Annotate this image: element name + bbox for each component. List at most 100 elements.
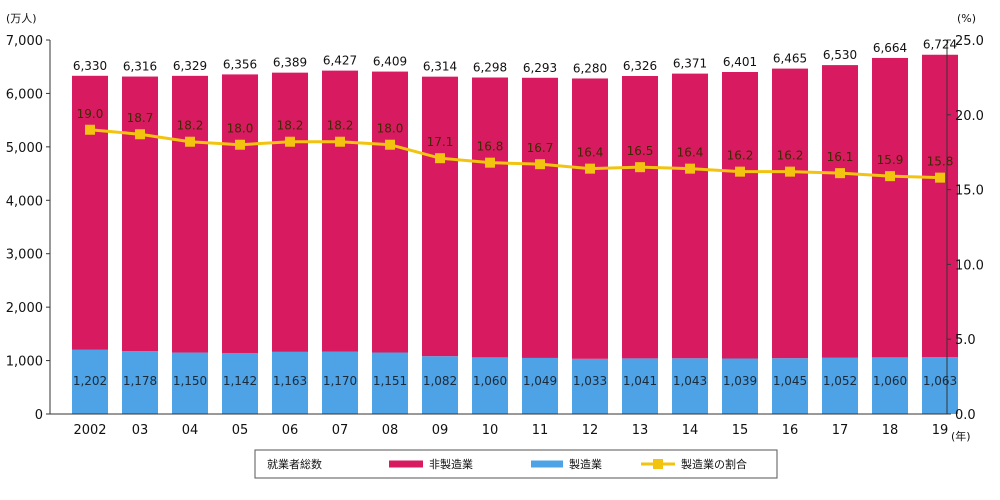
bar-non-manufacturing (222, 74, 258, 353)
ratio-point-marker (735, 166, 745, 177)
right-axis-tick-label: 0.0 (955, 408, 976, 423)
total-value-label: 6,389 (273, 56, 307, 70)
total-value-label: 6,326 (623, 59, 657, 73)
left-axis-tick-label: 0 (35, 408, 43, 423)
manufacturing-value-label: 1,039 (723, 374, 757, 388)
x-axis-tick-label: 16 (782, 423, 799, 438)
manufacturing-value-label: 1,170 (323, 374, 357, 388)
right-axis-tick-label: 10.0 (955, 258, 984, 273)
manufacturing-value-label: 1,041 (623, 374, 657, 388)
manufacturing-value-label: 1,151 (373, 374, 407, 388)
bar-non-manufacturing (572, 78, 608, 359)
x-axis-tick-label: 14 (682, 423, 699, 438)
bar-non-manufacturing (622, 76, 658, 359)
ratio-point-marker (685, 163, 695, 174)
bar-non-manufacturing (722, 72, 758, 359)
ratio-value-label: 16.1 (827, 150, 854, 164)
x-axis-tick-label: 04 (182, 423, 199, 438)
total-value-label: 6,314 (423, 60, 457, 74)
total-value-label: 6,316 (123, 60, 157, 74)
x-axis-tick-label: 12 (582, 423, 599, 438)
total-value-label: 6,465 (773, 52, 807, 66)
left-axis-tick-label: 6,000 (6, 87, 43, 102)
manufacturing-value-label: 1,045 (773, 374, 807, 388)
total-value-label: 6,356 (223, 57, 257, 71)
bar-manufacturing (272, 351, 308, 414)
ratio-point-marker (435, 153, 445, 164)
bar-manufacturing (622, 358, 658, 414)
bar-manufacturing (922, 357, 958, 414)
ratio-point-marker (485, 157, 495, 168)
x-axis-tick-label: 15 (732, 423, 749, 438)
legend-box (254, 449, 778, 479)
x-axis-tick-label: 18 (882, 423, 899, 438)
x-axis-tick-label: 08 (382, 423, 399, 438)
ratio-line (89, 128, 941, 180)
bar-manufacturing (322, 351, 358, 414)
bar-non-manufacturing (72, 75, 108, 350)
x-axis-tick-label: 11 (532, 423, 549, 438)
legend-total-label: 就業者総数 (267, 457, 322, 471)
ratio-point-marker (85, 124, 95, 135)
ratio-value-label: 18.0 (377, 122, 404, 136)
manufacturing-value-label: 1,082 (423, 374, 457, 388)
ratio-point-marker (585, 163, 595, 174)
left-axis-tick-label: 5,000 (6, 141, 43, 156)
x-axis-tick-label: 06 (282, 423, 299, 438)
bar-manufacturing (822, 357, 858, 414)
x-axis-unit-label: (年) (951, 429, 971, 443)
manufacturing-value-label: 1,142 (223, 374, 257, 388)
bar-non-manufacturing (172, 75, 208, 353)
total-value-label: 6,371 (673, 57, 707, 71)
bar-manufacturing (522, 357, 558, 414)
ratio-point-marker (135, 129, 145, 140)
ratio-value-label: 16.4 (677, 146, 704, 160)
bar-manufacturing (172, 352, 208, 414)
manufacturing-value-label: 1,033 (573, 374, 607, 388)
manufacturing-value-label: 1,049 (523, 374, 557, 388)
legend-non-manufacturing-label: 非製造業 (429, 457, 473, 471)
ratio-value-label: 16.5 (627, 144, 654, 158)
bar-non-manufacturing (272, 72, 308, 352)
left-axis-tick-label: 2,000 (6, 301, 43, 316)
manufacturing-value-label: 1,043 (673, 374, 707, 388)
x-axis-tick-label: 13 (632, 423, 649, 438)
total-value-label: 6,330 (73, 59, 107, 73)
right-axis-tick-label: 20.0 (955, 109, 984, 124)
manufacturing-value-label: 1,060 (473, 374, 507, 388)
ratio-value-label: 16.4 (577, 146, 604, 160)
ratio-point-marker (635, 162, 645, 173)
bar-non-manufacturing (772, 68, 808, 359)
ratio-value-label: 18.0 (227, 122, 254, 136)
ratio-value-label: 16.8 (477, 140, 504, 154)
total-value-label: 6,298 (473, 61, 507, 75)
x-axis-tick-label: 05 (232, 423, 249, 438)
bar-non-manufacturing (672, 73, 708, 359)
total-value-label: 6,530 (823, 48, 857, 62)
bar-manufacturing (472, 357, 508, 414)
x-axis-tick-label: 17 (832, 423, 849, 438)
bar-manufacturing (422, 356, 458, 414)
manufacturing-value-label: 1,163 (273, 374, 307, 388)
right-axis-unit-label: (%) (957, 12, 976, 25)
total-value-label: 6,724 (923, 38, 957, 52)
x-axis-tick-label: 03 (132, 423, 149, 438)
ratio-value-label: 19.0 (77, 107, 104, 121)
total-value-label: 6,329 (173, 59, 207, 73)
x-axis-tick-label: 19 (932, 423, 949, 438)
ratio-value-label: 16.7 (527, 141, 554, 155)
bar-manufacturing (572, 358, 608, 414)
manufacturing-value-label: 1,063 (923, 374, 957, 388)
left-axis-tick-label: 1,000 (6, 355, 43, 370)
bar-manufacturing (672, 358, 708, 414)
ratio-value-label: 18.7 (127, 111, 154, 125)
ratio-point-marker (235, 139, 245, 150)
ratio-point-marker (785, 166, 795, 177)
ratio-value-label: 15.9 (877, 153, 904, 167)
manufacturing-value-label: 1,178 (123, 374, 157, 388)
ratio-value-label: 18.2 (177, 119, 204, 133)
ratio-point-marker (885, 171, 895, 182)
right-axis-tick-label: 25.0 (955, 34, 984, 49)
ratio-value-label: 18.2 (327, 119, 354, 133)
